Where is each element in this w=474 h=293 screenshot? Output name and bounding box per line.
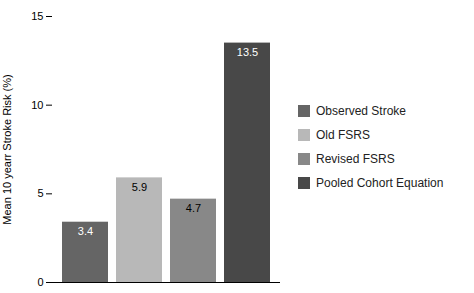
svg-text:10: 10 bbox=[31, 98, 43, 110]
svg-text:5.9: 5.9 bbox=[132, 180, 147, 192]
svg-text:Mean 10 yearr Stroke Risk (%): Mean 10 yearr Stroke Risk (%) bbox=[1, 74, 13, 224]
html-text:Revised FSRS: Revised FSRS bbox=[316, 151, 395, 166]
svg-text:0: 0 bbox=[37, 276, 43, 288]
svg-text:15: 15 bbox=[31, 10, 43, 22]
html-text:Pooled Cohort Equation: Pooled Cohort Equation bbox=[316, 175, 444, 190]
html-text:Old FSRS: Old FSRS bbox=[316, 127, 370, 142]
svg-text:5: 5 bbox=[37, 187, 43, 199]
html-text:Observed Stroke: Observed Stroke bbox=[316, 103, 406, 118]
svg-text:3.4: 3.4 bbox=[78, 225, 93, 237]
svg-text:13.5: 13.5 bbox=[237, 45, 258, 57]
svg-text:4.7: 4.7 bbox=[186, 201, 201, 213]
